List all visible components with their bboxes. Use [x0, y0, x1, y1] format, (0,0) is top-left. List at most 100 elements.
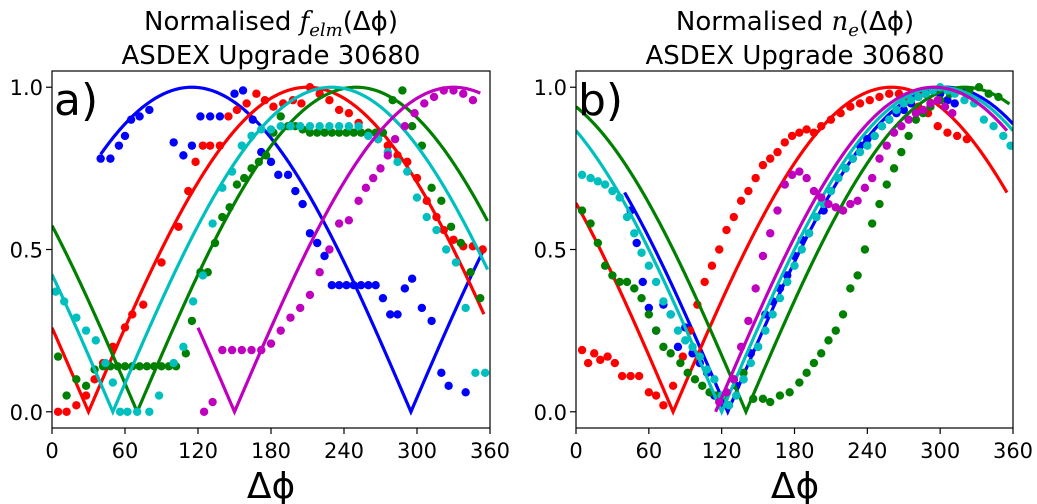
series-0-point [899, 105, 908, 115]
series-2-point [210, 238, 220, 248]
series-2-point [622, 277, 632, 287]
series-3-point [586, 173, 595, 183]
series-1-point [826, 115, 836, 124]
series-3-point [412, 193, 422, 202]
series-3-point [681, 336, 690, 345]
series-3-point [783, 277, 792, 287]
series-2-point [327, 128, 337, 137]
series-3-point [761, 326, 770, 335]
series-1-point [766, 154, 775, 163]
series-4-point [948, 108, 957, 118]
series-2-point [577, 206, 587, 215]
series-1-point [668, 381, 678, 391]
series-4-point [237, 345, 246, 355]
y-tick-label: 0.5 [10, 239, 43, 263]
series-2-point [181, 349, 191, 358]
series-0-point [135, 112, 144, 121]
series-3-point [797, 245, 806, 254]
series-1-point [758, 160, 768, 170]
series-3-point [921, 89, 930, 98]
series-2-point [232, 180, 242, 189]
series-0-point [215, 112, 225, 121]
series-3-point [218, 183, 227, 193]
series-0-point [393, 310, 402, 319]
series-1-point [215, 141, 225, 150]
series-3-point [622, 212, 632, 222]
panel-b-plot-area: 0 60 120 180 240 300 360 0.0 0.5 1.0 b) [534, 70, 1033, 463]
series-0-point [169, 138, 178, 147]
series-3-line [52, 85, 490, 416]
series-1-point [157, 258, 166, 267]
series-1-point [242, 99, 251, 108]
series-0-point [238, 86, 248, 95]
series-3-point [906, 96, 916, 105]
series-4-point [940, 102, 950, 111]
series-3-point [863, 141, 872, 150]
series-2-point [313, 128, 322, 137]
series-3-point [892, 105, 901, 115]
series-2-point [476, 293, 485, 303]
panel-a: Normalised felm(Δϕ) ASDEX Upgrade 30680 … [10, 7, 510, 504]
series-2-point [72, 375, 81, 384]
series-4-point [218, 345, 227, 355]
series-4-point [795, 167, 804, 176]
series-1-point [325, 96, 334, 105]
panel-a-plot-area: 0 60 120 180 240 300 360 0.0 0.5 1.0 a) [10, 70, 510, 463]
series-2-point [407, 121, 417, 131]
series-1-point [773, 147, 782, 157]
series-1-point [678, 352, 688, 361]
series-2-point [795, 378, 804, 387]
series-4-point [809, 186, 819, 196]
series-4-point [751, 284, 760, 293]
series-2-point [860, 245, 870, 254]
series-1-point [205, 141, 215, 150]
series-1-point [644, 388, 654, 397]
series-0-point [205, 112, 215, 121]
series-3-point [790, 261, 799, 270]
y-tick-label: 0.0 [534, 401, 567, 425]
series-4-point [926, 99, 935, 108]
series-4-point [766, 229, 775, 238]
series-2-point [817, 349, 826, 358]
series-3-point [826, 186, 836, 196]
series-1-point [191, 157, 200, 167]
series-2-point [785, 388, 794, 397]
series-2-point [593, 238, 603, 248]
series-1-point [744, 186, 753, 196]
series-3-point [227, 167, 237, 176]
series-3-point [732, 391, 741, 400]
series-0-point [461, 388, 470, 397]
series-1-point [184, 186, 193, 196]
series-4-point [846, 199, 855, 209]
x-tick-label: 360 [993, 439, 1033, 463]
series-4-point [286, 313, 295, 322]
series-1-point [610, 358, 620, 368]
series-2-point [356, 128, 366, 137]
series-4-point [817, 193, 826, 202]
series-1-point [865, 96, 874, 105]
series-2-point [809, 358, 819, 368]
series-0-point [114, 141, 124, 150]
series-3-point [145, 407, 154, 416]
series-2-point [775, 391, 785, 400]
series-4-point [904, 115, 913, 124]
series-3-point [724, 401, 734, 410]
series-3-point [188, 297, 198, 306]
series-1-point [809, 128, 819, 137]
series-1-point [224, 112, 233, 121]
series-2-point [637, 293, 646, 303]
series-1-point [81, 391, 91, 400]
series-3-point [804, 229, 814, 238]
series-4-point [369, 173, 378, 183]
series-4-point [715, 397, 724, 407]
series-1-point [855, 99, 865, 108]
series-3-point [108, 378, 118, 387]
series-4-point [853, 196, 862, 206]
series-3-point [884, 115, 894, 124]
series-2-point [824, 336, 833, 345]
x-tick-label: 300 [920, 439, 960, 463]
series-4-point [410, 108, 419, 118]
series-4-point [354, 196, 363, 206]
series-2-point [911, 115, 921, 124]
series-3-point [710, 375, 719, 384]
